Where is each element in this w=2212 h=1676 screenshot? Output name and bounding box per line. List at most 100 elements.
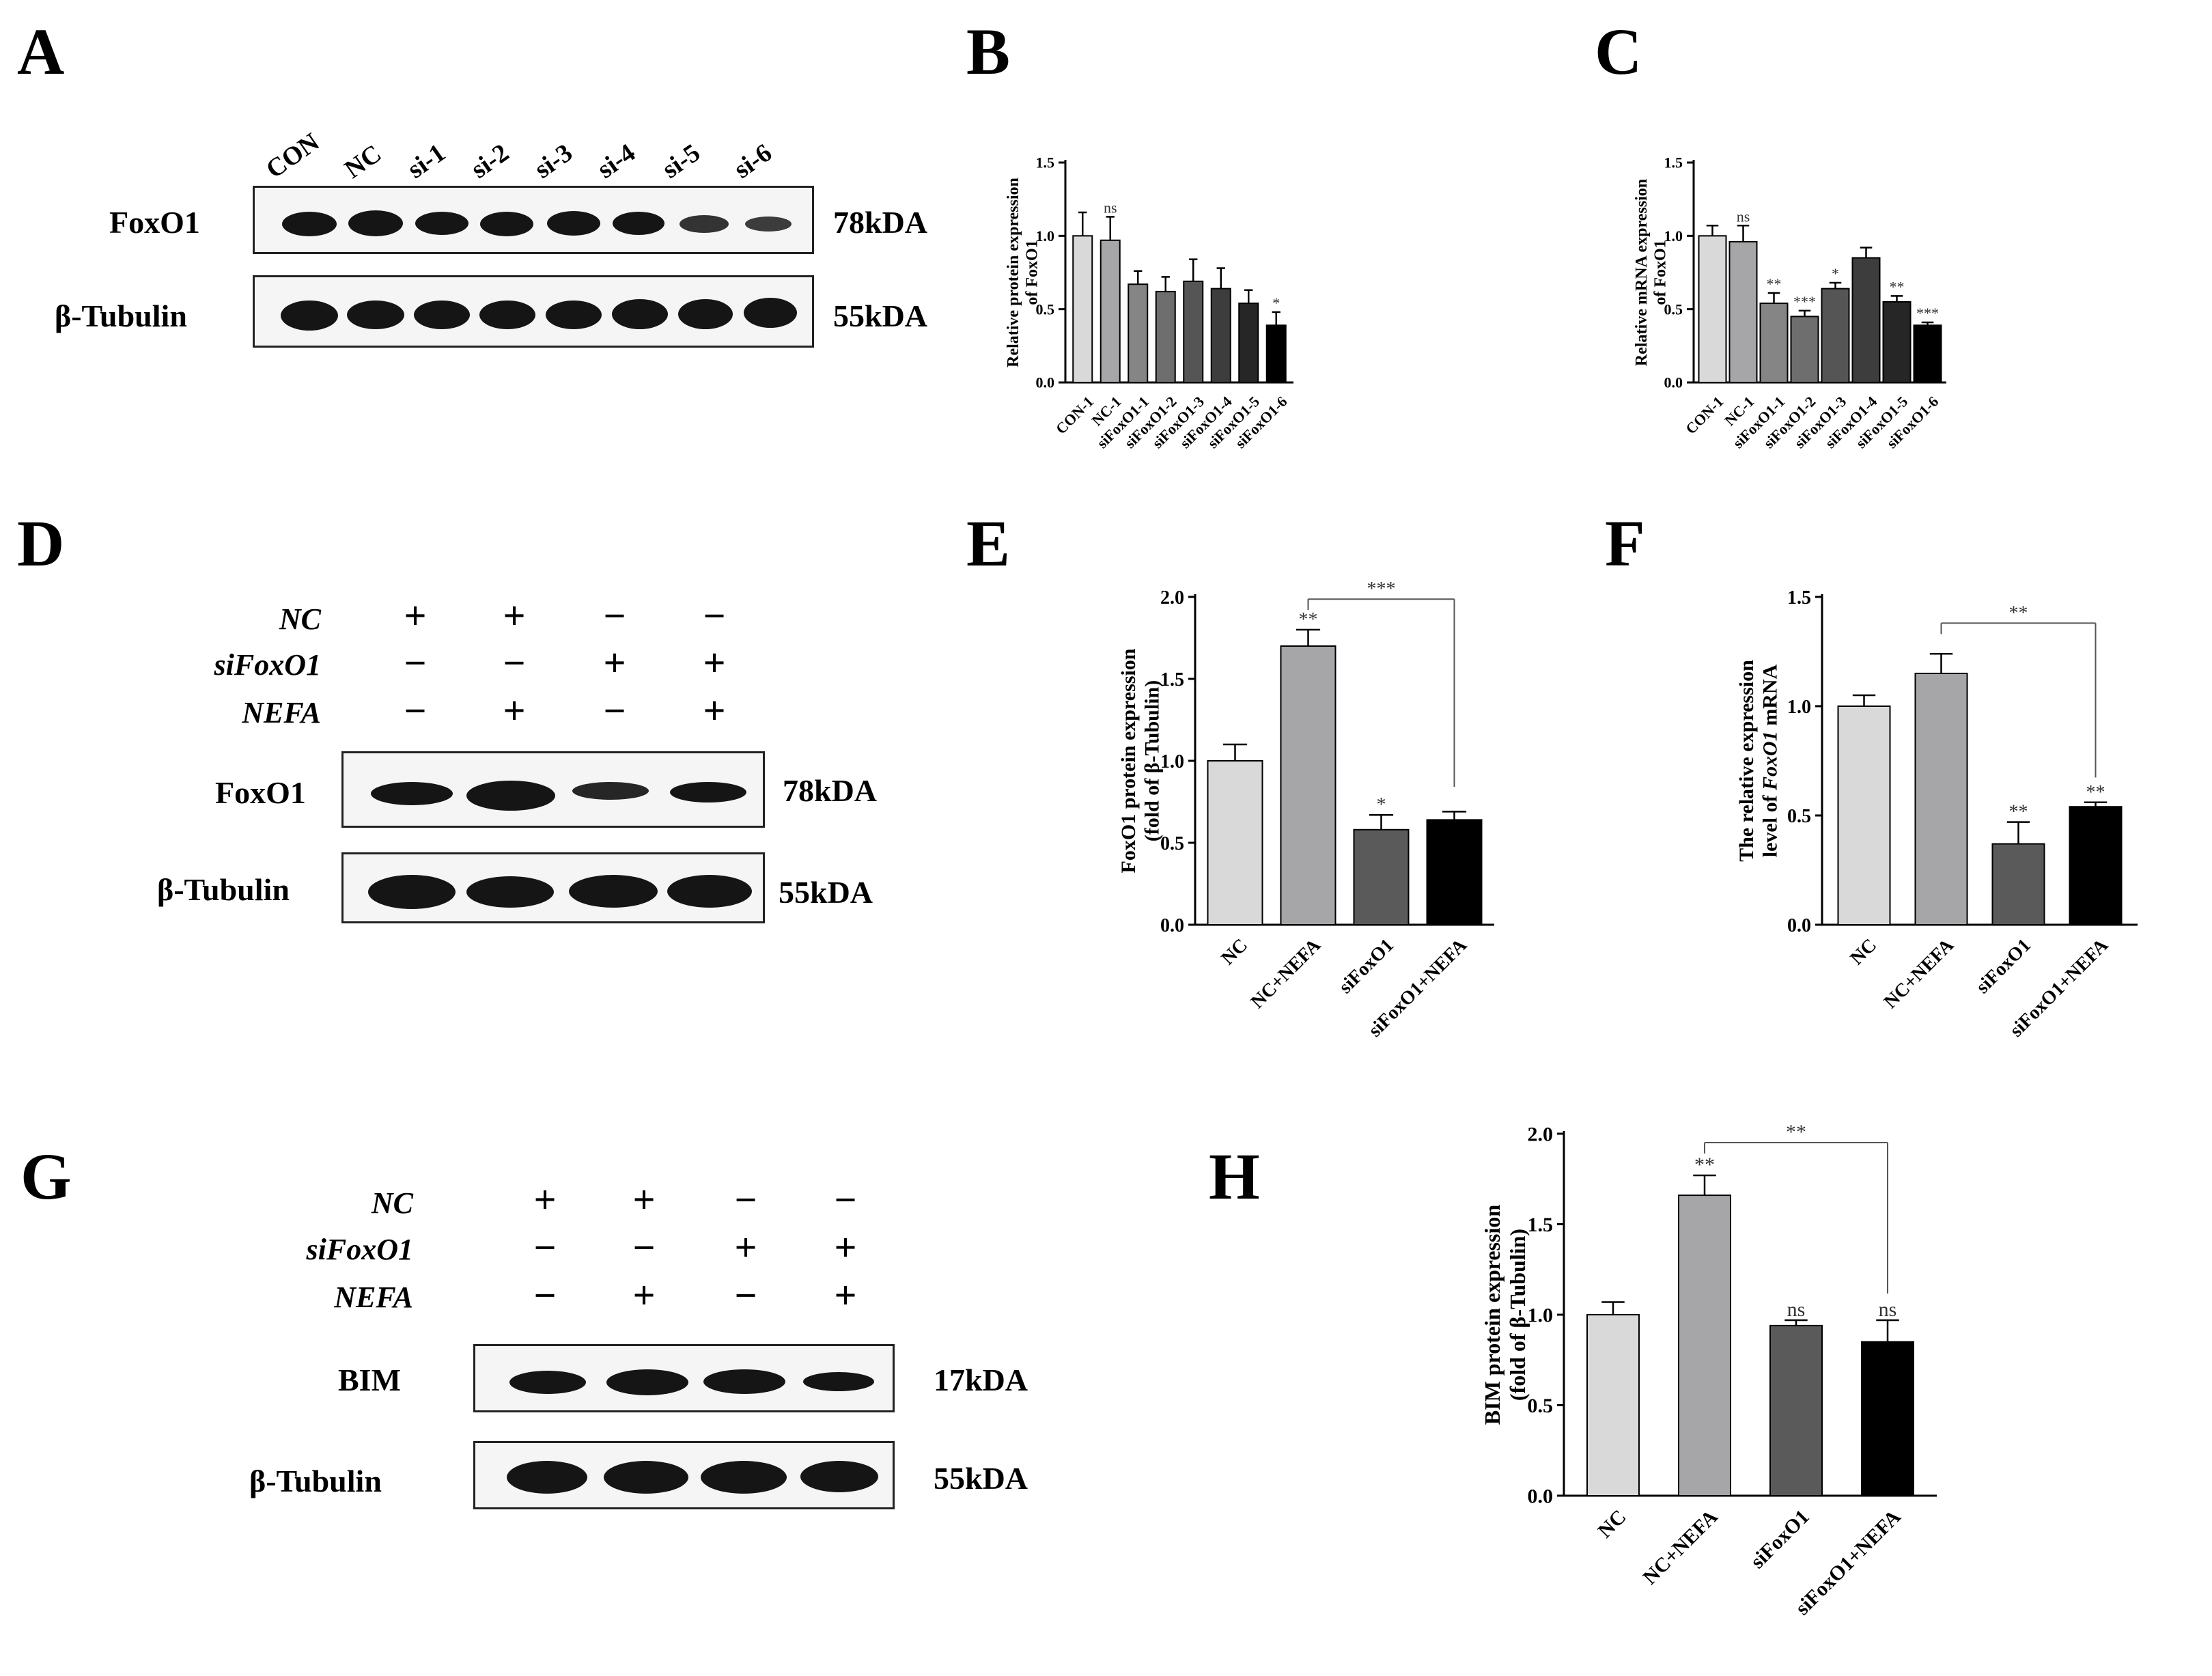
condition-sign: −	[503, 641, 526, 685]
condition-label: NEFA	[242, 696, 321, 729]
bar	[1207, 760, 1263, 925]
bar	[1353, 828, 1410, 925]
x-tick-label: NC	[1218, 935, 1252, 970]
condition-sign: −	[603, 593, 626, 638]
bar	[1426, 819, 1483, 925]
panel-letter-d: D	[17, 507, 65, 580]
y-tick-label: 1.5	[1036, 154, 1055, 171]
significance-label: **	[2086, 782, 2105, 803]
panel-letter-c: C	[1595, 15, 1642, 88]
lane-label: NC	[339, 139, 387, 184]
condition-sign: −	[734, 1177, 757, 1222]
condition-sign: +	[734, 1225, 757, 1270]
lane-label: si-3	[529, 138, 578, 184]
condition-sign: −	[703, 593, 726, 638]
significance-label: *	[1377, 794, 1386, 815]
bar	[1882, 301, 1912, 383]
condition-sign: +	[503, 593, 526, 638]
condition-sign: +	[404, 593, 427, 638]
y-tick-label: 0.5	[1528, 1395, 1554, 1417]
y-tick-label: 1.5	[1160, 669, 1184, 690]
y-tick-label: 1.5	[1528, 1214, 1554, 1236]
y-tick-label: 2.0	[1160, 587, 1184, 609]
condition-label: NC	[371, 1186, 413, 1220]
y-axis-label: of FoxO1	[1651, 240, 1669, 305]
bar	[1238, 303, 1259, 383]
bar	[1861, 1341, 1914, 1496]
x-tick-label: NC+NEFA	[1638, 1505, 1722, 1589]
x-tick-label: siFoxO1	[1746, 1505, 1814, 1573]
significance-label: ***	[1793, 293, 1816, 310]
tubulin-blot-strip	[253, 275, 814, 348]
chart-b: 0.0 0.5 1.0 1.5 Relative protein expression o…	[1005, 154, 1293, 451]
bim-blot-strip	[473, 1344, 895, 1412]
bar	[1265, 324, 1287, 383]
blot-row-label: β-Tubulin	[55, 298, 187, 333]
bar	[1837, 706, 1891, 925]
x-tick-label: NC+NEFA	[1247, 934, 1326, 1013]
y-tick-label: 0.0	[1787, 915, 1811, 936]
y-axis-label: (fold of β-Tubulin)	[1141, 680, 1164, 841]
y-tick-label: 1.0	[1664, 227, 1683, 245]
condition-sign: −	[533, 1273, 557, 1317]
y-tick-label: 2.0	[1528, 1123, 1554, 1146]
chart-c: 0.0 0.5 1.0 1.5 Relative mRNA expression of F…	[1633, 154, 1946, 451]
bar	[1821, 288, 1850, 384]
condition-sign: −	[632, 1225, 656, 1270]
blot-kda-label: 55kDA	[833, 298, 928, 333]
condition-sign: +	[603, 641, 626, 685]
significance-label: ***	[1916, 305, 1939, 322]
significance-label: ns	[1787, 1298, 1806, 1321]
y-axis-label: of FoxO1	[1023, 240, 1041, 305]
bar	[2069, 806, 2123, 926]
y-axis-label: BIM protein expression	[1480, 1205, 1504, 1425]
bar	[1698, 235, 1727, 383]
condition-sign: +	[834, 1273, 857, 1317]
blot-row-label: β-Tubulin	[157, 872, 290, 907]
blot-kda-label: 55kDA	[779, 875, 873, 910]
blot-kda-label: 78kDA	[833, 205, 928, 240]
panel-letter-h: H	[1209, 1140, 1260, 1213]
significance-label: **	[1299, 609, 1318, 630]
y-tick-label: 0.5	[1787, 806, 1811, 827]
bar	[1183, 280, 1204, 383]
bar	[1678, 1195, 1731, 1496]
bar	[1851, 257, 1881, 383]
y-tick-label: 0.5	[1664, 301, 1683, 318]
significance-label: **	[1767, 275, 1782, 292]
significance-label: ns	[1104, 199, 1117, 216]
condition-sign: +	[632, 1273, 656, 1317]
bar	[1128, 283, 1149, 383]
blot-row-label: FoxO1	[215, 775, 306, 810]
significance-label: *	[1832, 265, 1839, 282]
condition-sign: +	[533, 1177, 557, 1222]
lane-label: si-5	[657, 138, 705, 184]
condition-sign: −	[404, 641, 427, 685]
y-axis-label: Relative protein expression	[1005, 178, 1022, 367]
y-tick-label: 0.0	[1664, 374, 1683, 391]
bar	[1991, 843, 2045, 926]
significance-label: **	[1890, 278, 1905, 295]
chart-e: 0.0 0.5 1.0 1.5 2.0 FoxO1 protein expression(…	[1117, 578, 1494, 1042]
significance-label: *	[1272, 294, 1280, 311]
bar	[1100, 239, 1121, 383]
condition-sign: −	[734, 1273, 757, 1317]
tubulin-blot-strip	[473, 1441, 895, 1509]
blot-kda-label: 78kDA	[783, 773, 878, 808]
condition-sign: +	[703, 641, 726, 685]
bar	[1769, 1324, 1823, 1496]
significance-label: ns	[1737, 208, 1750, 225]
y-tick-label: 0.0	[1160, 915, 1184, 936]
y-axis-label: FoxO1 protein expression	[1117, 648, 1140, 873]
lane-label: si-2	[466, 138, 514, 184]
bar	[1759, 303, 1789, 383]
significance-label: ns	[1879, 1298, 1897, 1321]
y-axis-label: level of FoxO1 mRNA	[1759, 664, 1782, 857]
lane-label: si-1	[402, 138, 451, 184]
condition-sign: +	[632, 1177, 656, 1222]
condition-sign: +	[703, 688, 726, 733]
condition-sign: −	[533, 1225, 557, 1270]
panel-letter-g: G	[20, 1140, 72, 1213]
bar	[1914, 673, 1968, 925]
bar	[1790, 316, 1819, 383]
